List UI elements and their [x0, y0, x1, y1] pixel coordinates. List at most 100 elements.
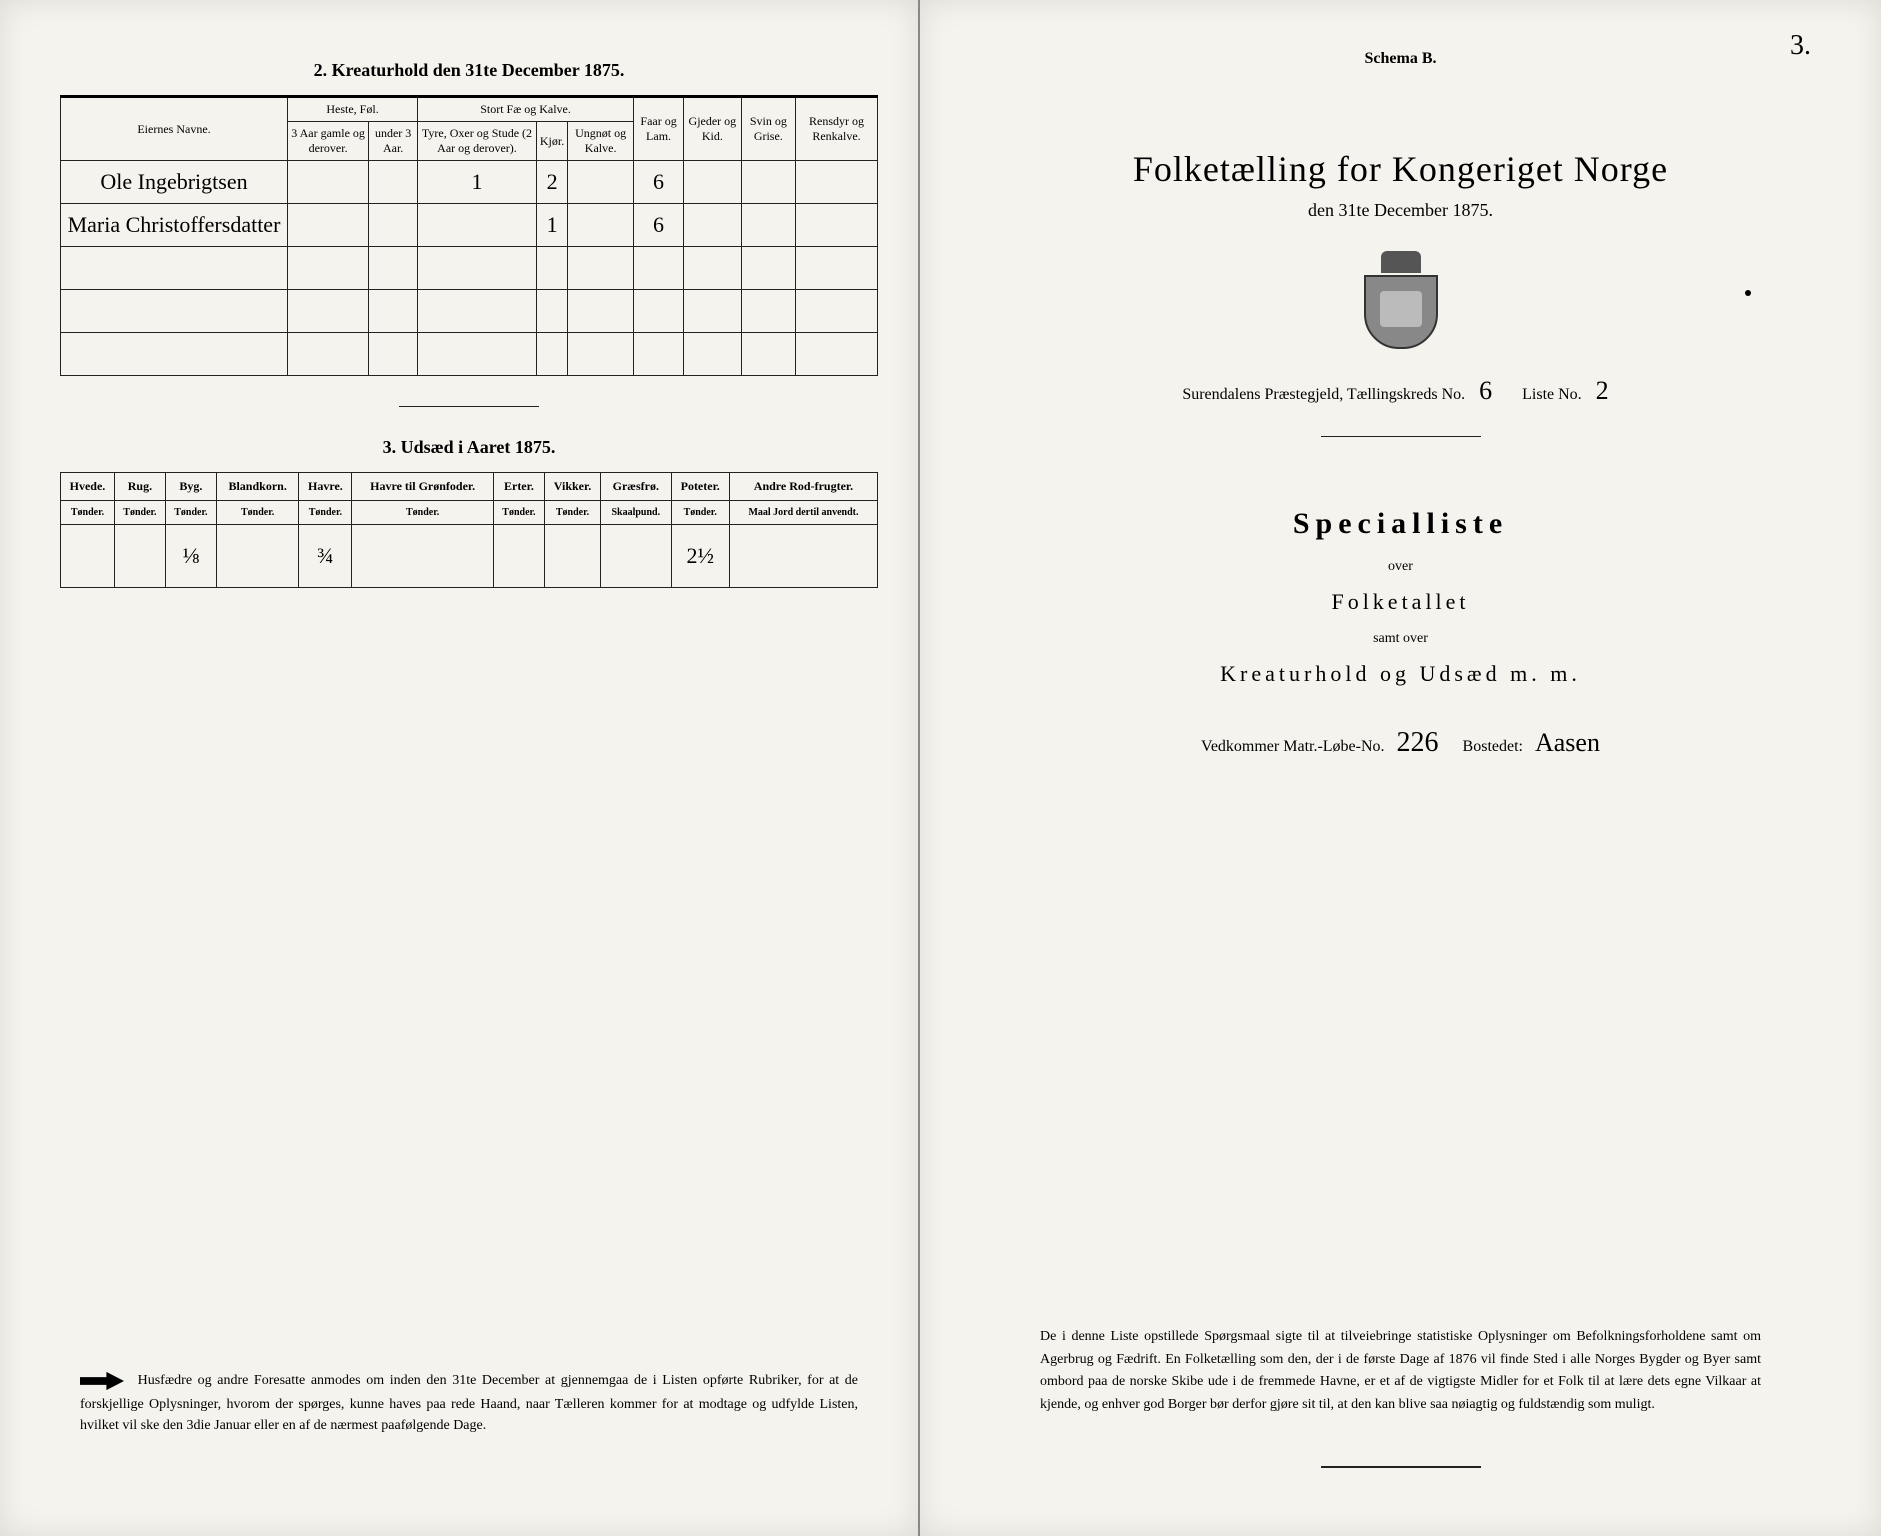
bostedet-label: Bostedet: [1463, 738, 1523, 755]
table-row: Maria Christoffersdatter 1 6 [61, 204, 878, 247]
table-cell [369, 333, 418, 376]
seed-col-header: Poteter. [671, 473, 729, 501]
seed-col-header: Vikker. [544, 473, 600, 501]
col-s1: Tyre, Oxer og Stude (2 Aar og derover). [418, 122, 537, 161]
section3-title: 3. Udsæd i Aaret 1875. [60, 437, 878, 458]
table-cell [418, 204, 537, 247]
seed-value-cell: ¾ [299, 525, 352, 588]
table-cell [288, 247, 369, 290]
seed-value-cell [114, 525, 165, 588]
footer-text: Husfædre og andre Foresatte anmodes om i… [80, 1373, 858, 1433]
table-cell [568, 290, 634, 333]
seed-col-header: Havre til Grønfoder. [352, 473, 494, 501]
parish-prefix: Surendalens Præstegjeld, Tællingskreds N… [1182, 386, 1465, 403]
col-gjed: Gjeder og Kid. [684, 97, 742, 161]
table-cell [634, 333, 684, 376]
seed-unit-header: Tønder. [299, 501, 352, 525]
table-cell [741, 333, 795, 376]
seed-value-cell: 2½ [671, 525, 729, 588]
table-cell: 1 [418, 161, 537, 204]
col-h2: under 3 Aar. [369, 122, 418, 161]
census-title: Folketælling for Kongeriget Norge [980, 148, 1821, 190]
section2-title: 2. Kreaturhold den 31te December 1875. [60, 60, 878, 81]
divider-bottom [1321, 1466, 1481, 1468]
col-h1: 3 Aar gamle og derover. [288, 122, 369, 161]
page-number: 3. [1790, 30, 1811, 62]
bottom-paragraph: De i denne Liste opstillede Spørgsmaal s… [1040, 1326, 1761, 1416]
seed-value-cell [601, 525, 671, 588]
seed-unit-header: Tønder. [216, 501, 299, 525]
table-cell: 6 [634, 161, 684, 204]
liste-number: 2 [1586, 376, 1619, 405]
seed-col-header: Hvede. [61, 473, 115, 501]
table-cell [741, 290, 795, 333]
seed-value-cell [544, 525, 600, 588]
table-cell [418, 290, 537, 333]
table-cell [568, 333, 634, 376]
seed-unit-header: Tønder. [165, 501, 216, 525]
col-rens: Rensdyr og Renkalve. [796, 97, 878, 161]
table-cell [684, 161, 742, 204]
matr-line: Vedkommer Matr.-Løbe-No. 226 Bostedet: A… [980, 727, 1821, 759]
table-cell: 1 [536, 204, 567, 247]
samt-label: samt over [980, 631, 1821, 647]
table-cell [684, 290, 742, 333]
table-cell [568, 204, 634, 247]
table-cell [61, 290, 288, 333]
table-cell [568, 247, 634, 290]
matr-number: 226 [1389, 727, 1447, 758]
table-cell [684, 333, 742, 376]
table-cell [369, 290, 418, 333]
pointing-hand-icon [80, 1368, 124, 1394]
table-cell [61, 333, 288, 376]
kreatur-label: Kreaturhold og Udsæd m. m. [980, 661, 1821, 687]
schema-label: Schema B. [980, 50, 1821, 68]
book-spread: 2. Kreaturhold den 31te December 1875. E… [0, 0, 1881, 1536]
table-cell [288, 290, 369, 333]
table-cell [369, 161, 418, 204]
table-cell [684, 247, 742, 290]
seed-value-cell [216, 525, 299, 588]
table-cell [741, 161, 795, 204]
seed-unit-header: Tønder. [114, 501, 165, 525]
seed-unit-header: Tønder. [671, 501, 729, 525]
col-faar: Faar og Lam. [634, 97, 684, 161]
seed-unit-header: Tønder. [544, 501, 600, 525]
bostedet-name: Aasen [1527, 728, 1600, 757]
table-cell [796, 161, 878, 204]
seed-col-header: Blandkorn. [216, 473, 299, 501]
table-cell [634, 247, 684, 290]
table-cell [796, 333, 878, 376]
table-cell [796, 247, 878, 290]
over-label: over [980, 559, 1821, 575]
table-cell [536, 290, 567, 333]
table-cell [288, 204, 369, 247]
seed-value-cell [61, 525, 115, 588]
seed-col-header: Græsfrø. [601, 473, 671, 501]
seed-unit-header: Tønder. [493, 501, 544, 525]
table-cell: Maria Christoffersdatter [61, 204, 288, 247]
col-s3: Ungnøt og Kalve. [568, 122, 634, 161]
table-cell [369, 247, 418, 290]
liste-label: Liste No. [1522, 386, 1582, 403]
seed-col-header: Andre Rod-frugter. [729, 473, 877, 501]
seed-value-cell: ⅛ [165, 525, 216, 588]
table-row: Ole Ingebrigtsen126 [61, 161, 878, 204]
table-cell [418, 247, 537, 290]
seed-col-header: Byg. [165, 473, 216, 501]
page-left: 2. Kreaturhold den 31te December 1875. E… [0, 0, 920, 1536]
seed-unit-header: Skaalpund. [601, 501, 671, 525]
seed-unit-header: Maal Jord dertil anvendt. [729, 501, 877, 525]
table-cell: 6 [634, 204, 684, 247]
table-cell [741, 204, 795, 247]
footer-note: Husfædre og andre Foresatte anmodes om i… [80, 1368, 858, 1436]
seed-value-cell [352, 525, 494, 588]
table-cell [568, 161, 634, 204]
table-row [61, 290, 878, 333]
table-cell [369, 204, 418, 247]
table-cell [61, 247, 288, 290]
seed-value-cell [729, 525, 877, 588]
divider [399, 406, 539, 407]
table-cell: Ole Ingebrigtsen [61, 161, 288, 204]
table-cell [796, 204, 878, 247]
